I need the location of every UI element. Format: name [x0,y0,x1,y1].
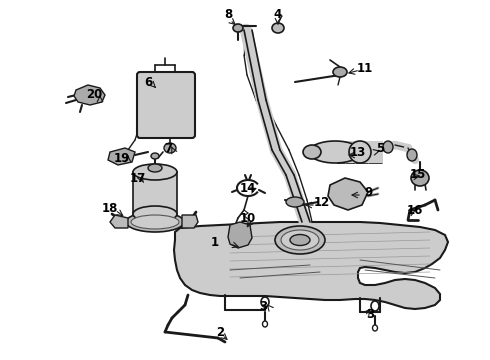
Ellipse shape [126,212,184,232]
Text: 5: 5 [376,141,384,154]
Ellipse shape [286,197,304,207]
Text: 2: 2 [216,325,224,338]
Text: 19: 19 [114,152,130,165]
Text: 20: 20 [86,87,102,100]
Text: 4: 4 [274,8,282,21]
Ellipse shape [131,215,179,229]
Ellipse shape [411,170,429,186]
Ellipse shape [275,226,325,254]
Bar [133,172,177,214]
Text: 1: 1 [211,235,219,248]
Text: 15: 15 [410,168,426,181]
Ellipse shape [164,143,176,153]
Text: 6: 6 [144,76,152,89]
Ellipse shape [133,206,177,222]
Ellipse shape [281,230,319,250]
Polygon shape [182,215,198,228]
Text: 14: 14 [240,181,256,194]
Text: 9: 9 [364,185,372,198]
Text: 7: 7 [164,141,172,154]
Polygon shape [108,148,135,165]
Text: 11: 11 [357,62,373,75]
Text: 16: 16 [407,203,423,216]
Polygon shape [110,215,128,228]
Bar [335,141,383,163]
FancyBboxPatch shape [137,72,195,138]
Ellipse shape [261,297,269,307]
Ellipse shape [148,164,162,172]
Text: 17: 17 [130,171,146,184]
Ellipse shape [272,23,284,33]
Ellipse shape [151,153,159,159]
Ellipse shape [383,141,393,153]
Ellipse shape [263,321,268,327]
Ellipse shape [309,141,361,163]
Text: 8: 8 [224,8,232,21]
Text: 3: 3 [259,301,267,314]
Text: 13: 13 [350,145,366,158]
Ellipse shape [333,67,347,77]
Polygon shape [228,222,252,248]
Ellipse shape [290,234,310,246]
Ellipse shape [303,145,321,159]
Polygon shape [328,178,368,210]
Ellipse shape [407,149,417,161]
Text: 10: 10 [240,211,256,225]
Ellipse shape [233,24,243,32]
Ellipse shape [133,164,177,180]
Text: 3: 3 [366,309,374,321]
Ellipse shape [349,141,371,163]
Ellipse shape [372,325,377,331]
Text: 18: 18 [102,202,118,215]
Polygon shape [174,222,448,309]
Ellipse shape [371,301,379,311]
Text: 12: 12 [314,195,330,208]
Polygon shape [74,85,105,105]
